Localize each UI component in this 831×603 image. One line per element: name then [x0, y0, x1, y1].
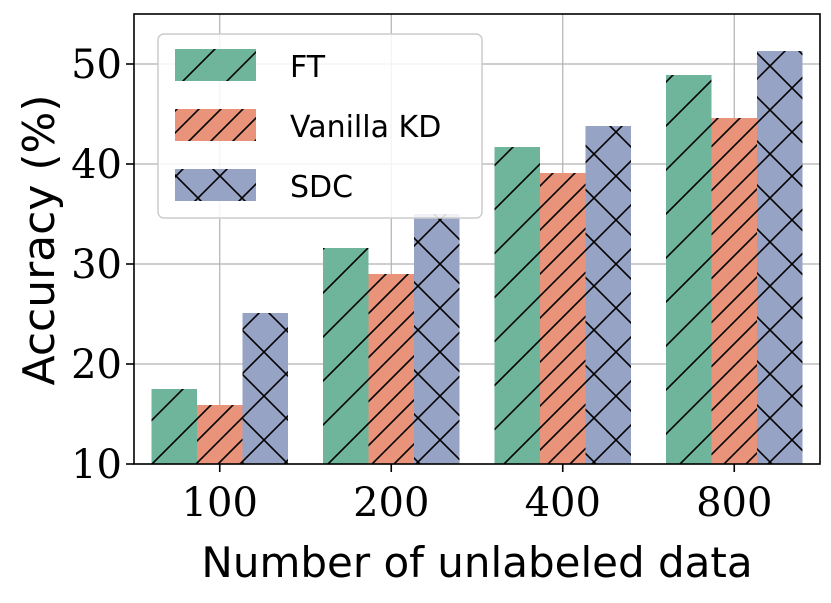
legend-item-sdc: SDC [175, 169, 353, 205]
y-tick-label: 20 [71, 342, 122, 388]
legend-label: FT [290, 50, 326, 85]
y-tick-label: 40 [71, 142, 122, 188]
y-axis-label: Accuracy (%) [14, 94, 65, 385]
y-tick-label: 10 [71, 442, 122, 488]
x-axis-ticks: 100 200 400 800 [182, 464, 772, 526]
y-tick-label: 30 [71, 242, 122, 288]
x-tick-label: 800 [696, 480, 772, 526]
legend-item-ft: FT [175, 49, 326, 85]
y-tick-label: 50 [71, 42, 122, 88]
bar-sdc-800 [757, 51, 803, 464]
bar-sdc-200 [414, 214, 460, 464]
axes-frame [133, 13, 821, 465]
bar-ft-100 [151, 389, 197, 464]
bars [151, 51, 803, 464]
bar-vanilla-kd-800 [711, 118, 757, 464]
x-tick-label: 100 [182, 480, 258, 526]
bar-sdc-400 [585, 126, 631, 464]
x-tick-label: 400 [525, 480, 601, 526]
bar-vanilla-kd-200 [368, 274, 414, 464]
legend-label: SDC [290, 170, 353, 205]
legend: FT Vanilla KD SDC [157, 33, 483, 219]
bar-vanilla-kd-100 [197, 405, 243, 464]
x-axis-label: Number of unlabeled data [201, 538, 752, 587]
x-tick-label: 200 [353, 480, 429, 526]
bar-ft-200 [323, 248, 369, 464]
legend-item-vanilla-kd: Vanilla KD [175, 109, 441, 145]
legend-label: Vanilla KD [290, 110, 441, 145]
bar-vanilla-kd-400 [540, 173, 586, 464]
y-axis-ticks: 10 20 30 40 50 [71, 42, 134, 488]
bar-ft-400 [494, 147, 540, 464]
bar-sdc-100 [242, 313, 288, 464]
bar-ft-800 [666, 75, 712, 464]
